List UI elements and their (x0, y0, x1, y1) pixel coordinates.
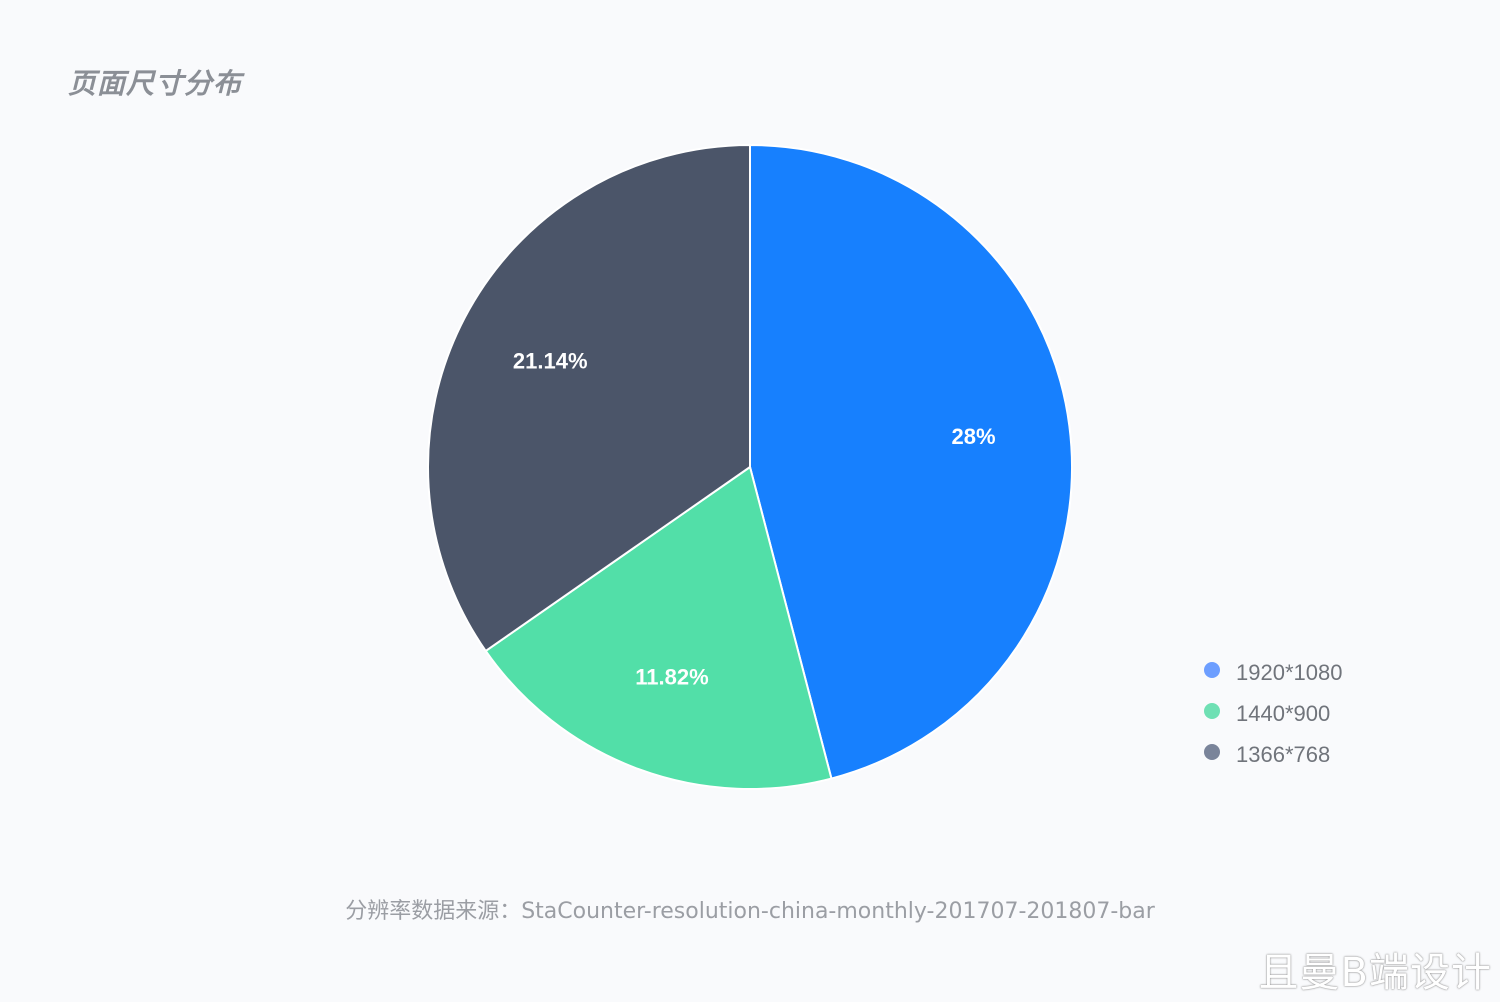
legend-item-2[interactable]: 1440*900 (1204, 693, 1342, 734)
legend-label: 1920*1080 (1236, 659, 1343, 685)
legend-item-1[interactable]: 1920*1080 (1204, 652, 1342, 693)
legend-label: 1440*900 (1236, 700, 1331, 726)
pie-slice-label-3: 21.14% (513, 348, 588, 373)
legend-dot-icon (1204, 661, 1220, 678)
legend-dot-icon (1204, 743, 1220, 760)
legend-dot-icon (1204, 702, 1220, 719)
watermark: 且曼B端设计 (1258, 950, 1492, 996)
pie-slice-3[interactable] (427, 144, 751, 652)
legend-item-3[interactable]: 1366*768 (1204, 734, 1342, 775)
legend-label: 1366*768 (1236, 741, 1331, 767)
chart-title: 页面尺寸分布 (68, 67, 243, 100)
chart-legend: 1920*1080 1440*900 1366*768 (1204, 652, 1342, 775)
pie-labels: 28% 11.82% 21.14% (513, 348, 996, 689)
pie-slice-1[interactable] (749, 144, 1073, 780)
pie-slice-label-1: 28% (952, 424, 996, 449)
data-source-note: 分辨率数据来源：StaCounter-resolution-china-mont… (345, 899, 1155, 924)
pie-slice-label-2: 11.82% (635, 664, 708, 689)
pie-slices (427, 144, 1073, 790)
pie-slice-2[interactable] (484, 466, 833, 790)
